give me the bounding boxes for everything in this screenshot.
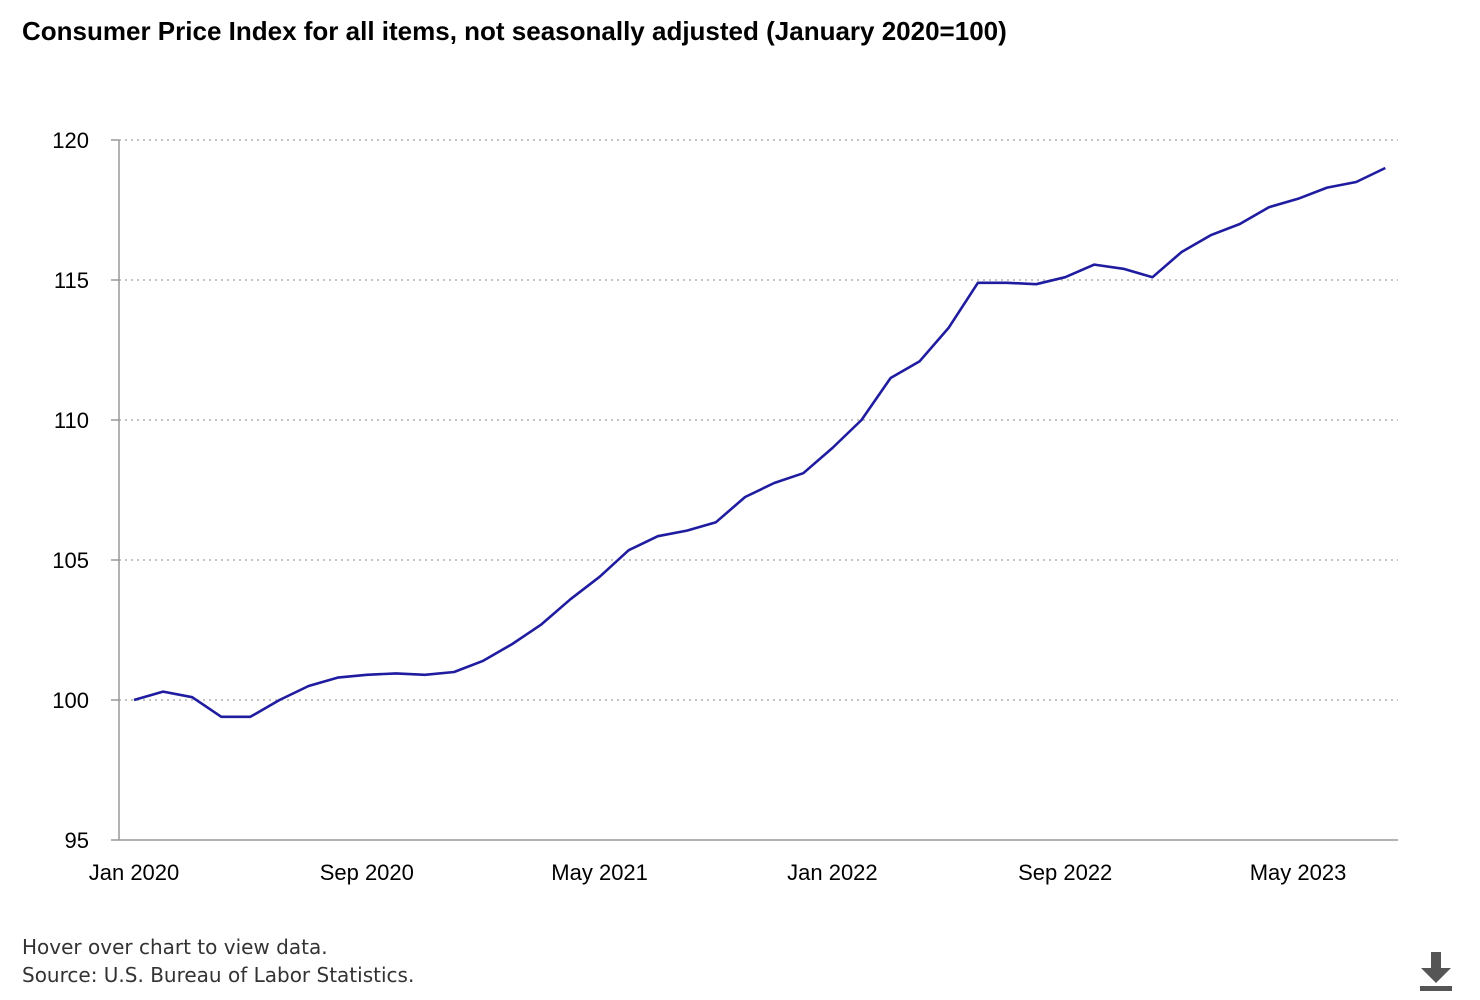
data-point[interactable]: 2020-01: 100 — [128, 694, 140, 706]
data-point[interactable]: 2020-12: 101 — [448, 666, 460, 678]
data-point[interactable]: 2020-06: 100 — [274, 694, 286, 706]
data-point[interactable]: 2021-06: 105.35 — [623, 544, 635, 556]
data-point[interactable]: 2020-05: 99.4 — [244, 711, 256, 723]
data-point[interactable]: 2022-10: 115.55 — [1088, 259, 1100, 271]
x-tick-label: May 2023 — [1250, 860, 1347, 885]
data-point[interactable]: 2022-02: 110 — [856, 414, 868, 426]
data-point[interactable]: 2021-08: 106.05 — [681, 525, 693, 537]
y-tick-label: 120 — [52, 128, 89, 153]
data-point[interactable]: 2023-07: 118.5 — [1350, 176, 1362, 188]
download-icon — [1420, 952, 1452, 991]
x-tick-label: Jan 2022 — [787, 860, 878, 885]
data-point[interactable]: 2020-11: 100.9 — [419, 669, 431, 681]
gridlines — [119, 139, 1398, 701]
data-point[interactable]: 2020-09: 100.9 — [361, 669, 373, 681]
x-axis-ticks: Jan 2020 Sep 2020 May 2021 Jan 2022 Sep 2022… — [89, 860, 1347, 885]
data-point[interactable]: 2022-09: 115.1 — [1059, 271, 1071, 283]
y-tick-label: 95 — [65, 828, 89, 853]
data-point[interactable]: 2020-10: 100.95 — [390, 667, 402, 679]
data-point[interactable]: 2022-04: 112.1 — [914, 355, 926, 367]
line-chart[interactable]: 95 100 105 110 115 120 Jan 2020 Sep 2020 May 20… — [0, 0, 1480, 930]
data-point[interactable]: 2021-10: 107.25 — [739, 491, 751, 503]
chart-title: Consumer Price Index for all items, not … — [22, 16, 1007, 46]
y-tick-label: 115 — [54, 268, 89, 293]
data-point[interactable]: 2023-03: 117 — [1234, 218, 1246, 230]
data-point[interactable]: 2022-05: 113.3 — [943, 322, 955, 334]
data-point[interactable]: 2023-01: 116 — [1176, 246, 1188, 258]
x-tick-label: Jan 2020 — [89, 860, 180, 885]
x-tick-label: Sep 2020 — [320, 860, 414, 885]
series-layer[interactable]: 2020-01: 100 2020-02: 100.3 2020-03: 100.1… — [128, 162, 1391, 723]
hover-note: Hover over chart to view data. — [22, 935, 328, 959]
y-tick-label: 100 — [52, 688, 89, 713]
data-point[interactable]: 2021-11: 107.75 — [768, 477, 780, 489]
data-point[interactable]: 2022-12: 115.1 — [1147, 271, 1159, 283]
data-point[interactable]: 2022-07: 114.9 — [1001, 277, 1013, 289]
data-point[interactable]: 2020-07: 100.5 — [303, 680, 315, 692]
data-point[interactable]: 2022-03: 111.5 — [885, 372, 897, 384]
data-point[interactable]: 2022-06: 114.9 — [972, 277, 984, 289]
data-point[interactable]: 2020-03: 100.1 — [186, 691, 198, 703]
data-point[interactable]: 2022-08: 114.85 — [1030, 278, 1042, 290]
y-tick-label: 105 — [52, 548, 89, 573]
y-tick-label: 110 — [54, 408, 89, 433]
data-point[interactable]: 2021-12: 108.1 — [797, 467, 809, 479]
y-axis-ticks: 95 100 105 110 115 120 — [52, 128, 119, 853]
data-point[interactable]: 2022-01: 109 — [826, 442, 838, 454]
data-point[interactable]: 2023-02: 116.6 — [1205, 229, 1217, 241]
x-tick-label: Sep 2022 — [1018, 860, 1112, 885]
data-point[interactable]: 2021-07: 105.85 — [652, 530, 664, 542]
data-point[interactable]: 2021-05: 104.4 — [594, 571, 606, 583]
series-line — [133, 166, 1386, 719]
source-note: Source: U.S. Bureau of Labor Statistics. — [22, 963, 415, 987]
axes — [118, 140, 1398, 841]
download-button[interactable] — [1418, 950, 1454, 992]
data-point[interactable]: 2023-08: 119 — [1379, 162, 1391, 174]
x-tick-label: May 2021 — [551, 860, 648, 885]
data-point[interactable]: 2021-03: 102.7 — [535, 618, 547, 630]
data-point[interactable]: 2021-09: 106.35 — [710, 516, 722, 528]
data-point[interactable]: 2021-04: 103.6 — [565, 593, 577, 605]
data-point[interactable]: 2021-01: 101.4 — [477, 655, 489, 667]
data-point[interactable]: 2020-08: 100.8 — [332, 672, 344, 684]
data-point[interactable]: 2023-05: 117.9 — [1292, 193, 1304, 205]
data-point[interactable]: 2022-11: 115.4 — [1117, 263, 1129, 275]
data-point[interactable]: 2020-04: 99.4 — [215, 711, 227, 723]
data-point[interactable]: 2023-06: 118.3 — [1321, 182, 1333, 194]
data-point[interactable]: 2023-04: 117.6 — [1263, 201, 1275, 213]
data-point[interactable]: 2021-02: 102 — [506, 638, 518, 650]
data-point[interactable]: 2020-02: 100.3 — [157, 686, 169, 698]
